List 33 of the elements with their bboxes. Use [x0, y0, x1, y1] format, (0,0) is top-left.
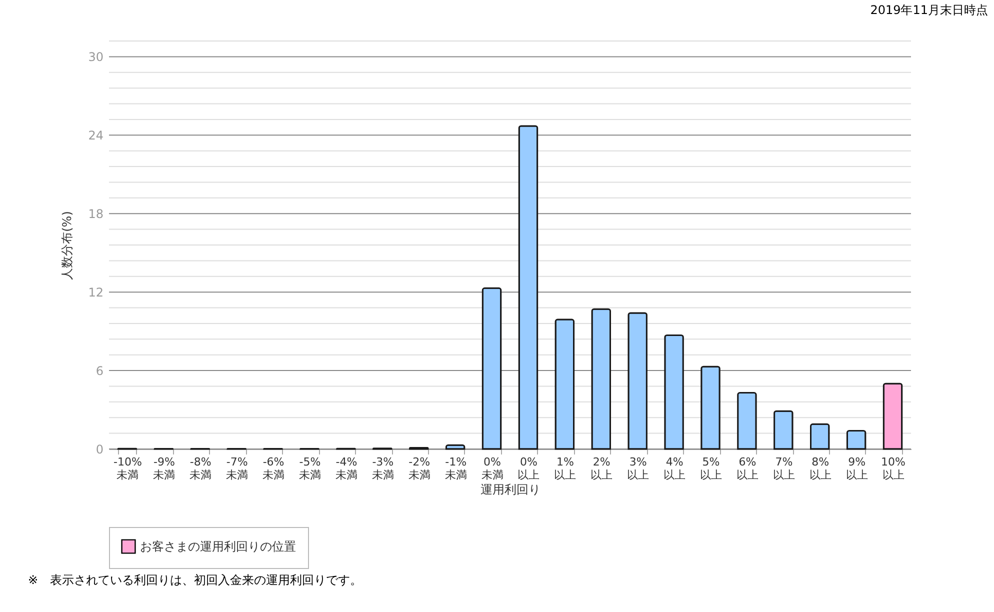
x-tick-label: -10% 未満	[114, 456, 142, 482]
x-tick-label: 8% 以上	[809, 456, 832, 482]
y-tick-label: 30	[88, 50, 104, 64]
text: ※ 表示されている利回りは、初回入金来の運用利回りです。	[28, 572, 362, 589]
x-tick-label: -8% 未満	[190, 456, 212, 482]
x-tick-label: 0% 未満	[481, 456, 504, 482]
text: 2019年11月末日時点	[870, 2, 988, 19]
x-tick-label: 2% 以上	[590, 456, 613, 482]
x-tick-label: -9% 未満	[153, 456, 176, 482]
x-tick-label: 4% 以上	[664, 456, 686, 482]
legend-label: お客さまの運用利回りの位置	[140, 540, 296, 554]
x-tick-label: 9% 以上	[846, 456, 868, 482]
x-tick-label: 5% 以上	[700, 456, 722, 482]
x-tick-label: -4% 未満	[335, 456, 358, 482]
y-tick-label: 0	[96, 442, 104, 456]
y-tick-label: 12	[88, 286, 104, 300]
x-axis-title: 運用利回り	[480, 482, 540, 496]
x-tick-label: -5% 未満	[299, 456, 321, 482]
x-tick-label: 6% 以上	[736, 456, 758, 482]
y-tick-label: 18	[88, 207, 104, 222]
x-tick-label: -3% 未満	[372, 456, 394, 482]
x-tick-label: -7% 未満	[226, 456, 248, 482]
x-tick-label: 0% 以上	[518, 456, 540, 482]
x-tick-label: 7% 以上	[772, 456, 795, 482]
x-tick-label: 1% 以上	[554, 456, 576, 482]
y-tick-label: 24	[88, 128, 104, 143]
x-tick-label: -6% 未満	[262, 456, 285, 482]
y-axis-title: 人数分布(%)	[60, 211, 74, 280]
x-tick-label: 10% 以上	[881, 456, 906, 482]
x-tick-label: -1% 未満	[444, 456, 467, 482]
x-tick-label: -2% 未満	[408, 456, 430, 482]
x-tick-label: 3% 以上	[627, 456, 650, 482]
y-tick-label: 6	[96, 364, 104, 378]
